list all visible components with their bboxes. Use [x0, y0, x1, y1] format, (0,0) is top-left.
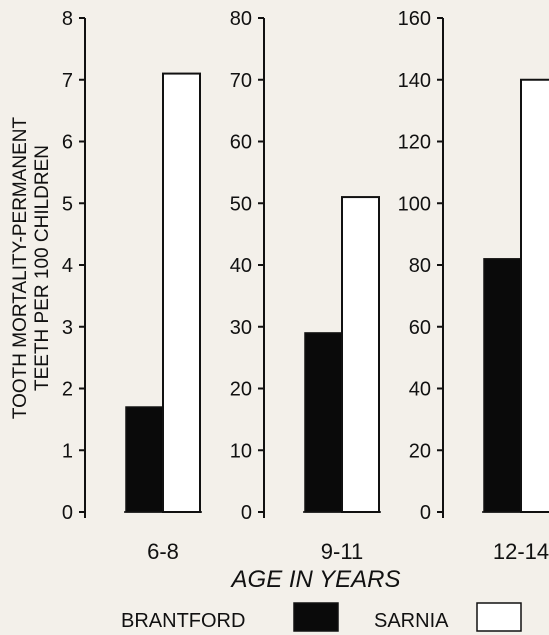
- bar-sarnia-12-14: [520, 78, 549, 513]
- y-tick-label: 5: [62, 193, 73, 215]
- legend-label-sarnia: SARNIA: [374, 610, 449, 632]
- y-tick-label: 6: [62, 132, 73, 154]
- y-tick-label: 10: [230, 440, 252, 462]
- y-tick-label: 160: [398, 8, 431, 30]
- y-tick-label: 8: [62, 8, 73, 30]
- panel-9-11: 0 10 20 30 40 50 60 70 80 9-11: [230, 8, 381, 564]
- bar-brantford-6-8: [125, 406, 164, 513]
- y-tick-label: 1: [62, 440, 73, 462]
- y-tick-label: 70: [230, 70, 252, 92]
- y-tick-label: 100: [398, 193, 431, 215]
- y-tick-label: 60: [230, 132, 252, 154]
- category-label-6-8: 6-8: [147, 539, 179, 564]
- y-tick-label: 50: [230, 193, 252, 215]
- legend: BRANTFORD SARNIA: [121, 602, 522, 632]
- legend-label-brantford: BRANTFORD: [121, 610, 245, 632]
- y-tick-label: 80: [409, 255, 431, 277]
- category-label-9-11: 9-11: [321, 539, 363, 564]
- y-tick-label: 0: [420, 502, 431, 524]
- y-tick-label: 3: [62, 317, 73, 339]
- y-tick-label: 120: [398, 132, 431, 154]
- y-tick-label: 2: [62, 379, 73, 401]
- chart-panels: 0 1 2 3 4 5 6 7 8 6-8 0 10 20 30 40 50 60 70 80 9-11 0 20 40 60…: [62, 8, 549, 564]
- y-axis-title-line-2: TEETH PER 100 CHILDREN: [32, 145, 53, 391]
- panel-12-14: 0 20 40 60 80 100 120 140 160 12-14: [398, 8, 549, 564]
- bar-brantford-12-14: [483, 258, 522, 513]
- x-axis-title: AGE IN YEARS: [230, 566, 401, 593]
- y-tick-label: 80: [230, 8, 252, 30]
- y-axis-title: TOOTH MORTALITY-PERMANENT TEETH PER 100 …: [10, 116, 53, 419]
- legend-swatch-sarnia: [476, 602, 522, 632]
- category-label-12-14: 12-14: [493, 539, 549, 564]
- y-tick-label: 20: [230, 379, 252, 401]
- y-tick-label: 0: [241, 502, 252, 524]
- y-tick-label: 140: [398, 70, 431, 92]
- legend-swatch-brantford: [293, 602, 339, 632]
- y-tick-label: 7: [62, 70, 73, 92]
- panel-6-8: 0 1 2 3 4 5 6 7 8 6-8: [62, 8, 202, 564]
- y-tick-label: 0: [62, 502, 73, 524]
- bar-brantford-9-11: [304, 332, 343, 513]
- bar-sarnia-9-11: [341, 196, 380, 513]
- y-axis-title-line-1: TOOTH MORTALITY-PERMANENT: [10, 116, 31, 419]
- y-tick-label: 40: [409, 379, 431, 401]
- y-tick-label: 40: [230, 255, 252, 277]
- y-tick-label: 4: [62, 255, 73, 277]
- y-tick-label: 60: [409, 317, 431, 339]
- y-tick-label: 30: [230, 317, 252, 339]
- bar-sarnia-6-8: [162, 72, 201, 513]
- y-tick-label: 20: [409, 440, 431, 462]
